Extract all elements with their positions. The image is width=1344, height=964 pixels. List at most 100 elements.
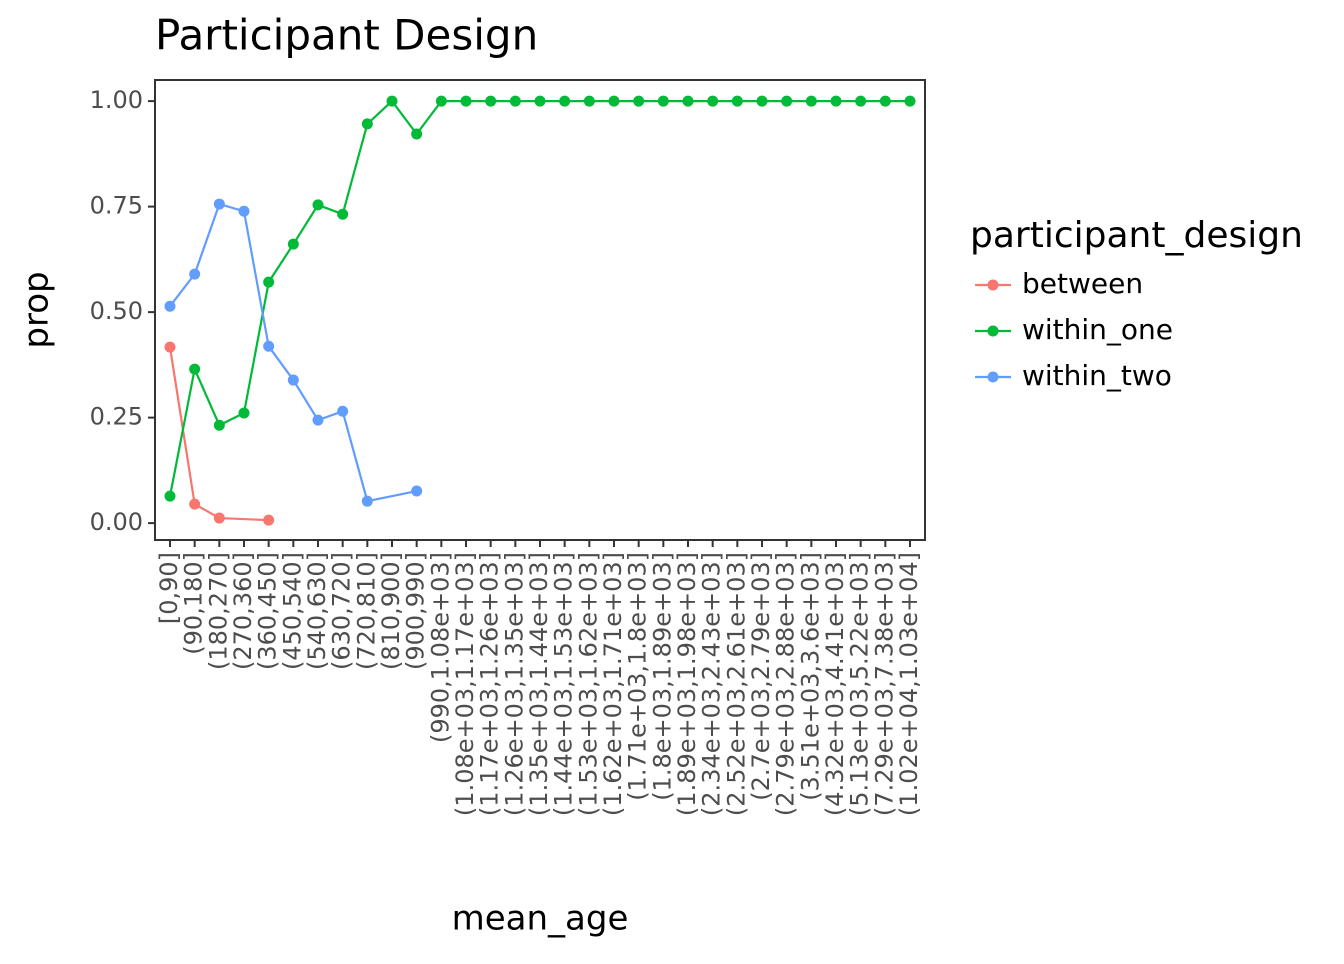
series-segment	[267, 243, 295, 283]
x-tick-label: (540,630]	[303, 552, 331, 670]
data-point	[435, 95, 447, 107]
series-segment	[267, 345, 295, 381]
x-tick-label: (1.53e+03,1.62e+03]	[574, 552, 602, 816]
data-point	[238, 407, 250, 419]
data-point	[657, 95, 669, 107]
data-point	[583, 95, 595, 107]
legend-label: within_one	[1022, 313, 1173, 346]
series-segment	[242, 211, 270, 347]
x-tick-label: (2.34e+03,2.43e+03]	[698, 552, 726, 816]
data-point	[238, 205, 250, 217]
x-tick-label: (7.29e+03,7.38e+03]	[870, 552, 898, 816]
series-segment	[292, 204, 319, 245]
x-tick-label: (2.79e+03,2.88e+03]	[772, 552, 800, 816]
series-segment	[367, 489, 417, 503]
x-tick-label: (1.02e+04,1.03e+04]	[895, 552, 923, 816]
x-tick-label: (1.17e+03,1.26e+03]	[476, 552, 504, 816]
series-segment	[415, 100, 443, 135]
data-point	[707, 95, 719, 107]
data-point	[485, 95, 497, 107]
data-point	[460, 95, 472, 107]
y-tick-label: 0.50	[90, 297, 143, 325]
data-point	[164, 341, 176, 353]
x-tick-label: (2.7e+03,2.79e+03]	[747, 552, 775, 801]
x-tick-label: (180,270]	[204, 552, 232, 670]
data-point	[534, 95, 546, 107]
series-segment	[292, 379, 319, 421]
x-tick-label: (450,540]	[278, 552, 306, 670]
x-tick-label: (90,180]	[180, 552, 208, 655]
series-segment	[193, 368, 221, 426]
data-point	[213, 198, 225, 210]
series-segment	[242, 281, 270, 414]
data-point	[263, 514, 275, 526]
x-axis-title: mean_age	[452, 899, 629, 939]
series-segment	[168, 346, 196, 505]
x-tick-label: (2.52e+03,2.61e+03]	[722, 552, 750, 816]
data-point	[411, 485, 423, 497]
data-point	[312, 414, 324, 426]
legend-label: within_two	[1022, 359, 1172, 392]
legend-key-point	[987, 279, 999, 291]
x-tick-label: (1.89e+03,1.98e+03]	[673, 552, 701, 816]
x-tick-label: (1.08e+03,1.17e+03]	[451, 552, 479, 816]
x-tick-label: (1.71e+03,1.8e+03]	[624, 552, 652, 801]
series-segment	[219, 516, 269, 522]
series-segment	[193, 203, 221, 275]
data-point	[411, 128, 423, 140]
data-point	[781, 95, 793, 107]
x-tick-label: (360,450]	[254, 552, 282, 670]
data-point	[805, 95, 817, 107]
x-tick-label: (270,360]	[229, 552, 257, 670]
x-tick-label: (1.35e+03,1.44e+03]	[525, 552, 553, 816]
x-tick-label: (720,810]	[352, 552, 380, 670]
data-point	[904, 95, 916, 107]
x-tick-label: [0,90]	[155, 552, 183, 624]
x-tick-label: (900,990]	[402, 552, 430, 670]
y-tick-label: 1.00	[90, 86, 143, 114]
data-point	[164, 300, 176, 312]
data-point	[361, 495, 373, 507]
data-point	[731, 95, 743, 107]
series-segment	[168, 368, 196, 497]
legend-label: between	[1022, 267, 1143, 300]
x-tick-label: (4.32e+03,4.41e+03]	[821, 552, 849, 816]
x-tick-label: (1.62e+03,1.71e+03]	[599, 552, 627, 816]
series-segment	[341, 410, 369, 502]
x-tick-label: (990,1.08e+03]	[426, 552, 454, 743]
data-point	[263, 276, 275, 288]
y-tick-label: 0.25	[90, 403, 143, 431]
data-point	[386, 95, 398, 107]
data-point	[337, 208, 349, 220]
legend-key-point	[987, 371, 999, 383]
y-tick-label: 0.75	[90, 192, 143, 220]
data-point	[879, 95, 891, 107]
data-point	[509, 95, 521, 107]
data-point	[830, 95, 842, 107]
data-point	[213, 419, 225, 431]
x-tick-label: (5.13e+03,5.22e+03]	[846, 552, 874, 816]
x-tick-label: (1.44e+03,1.53e+03]	[550, 552, 578, 816]
data-point	[189, 363, 201, 375]
x-tick-label: (630,720]	[328, 552, 356, 670]
legend-title: participant_design	[970, 215, 1303, 256]
x-tick-label: (810,900]	[377, 552, 405, 670]
data-point	[633, 95, 645, 107]
data-point	[756, 95, 768, 107]
series-segment	[169, 273, 196, 307]
data-point	[263, 340, 275, 352]
data-point	[189, 498, 201, 510]
series-segment	[341, 123, 369, 215]
data-point	[287, 374, 299, 386]
x-tick-label: (1.8e+03,1.89e+03]	[648, 552, 676, 801]
data-point	[337, 405, 349, 417]
data-point	[164, 490, 176, 502]
x-tick-label: (1.26e+03,1.35e+03]	[500, 552, 528, 816]
data-point	[287, 238, 299, 250]
data-point	[608, 95, 620, 107]
series-segment	[391, 100, 418, 135]
data-point	[682, 95, 694, 107]
panel-border	[154, 79, 926, 541]
